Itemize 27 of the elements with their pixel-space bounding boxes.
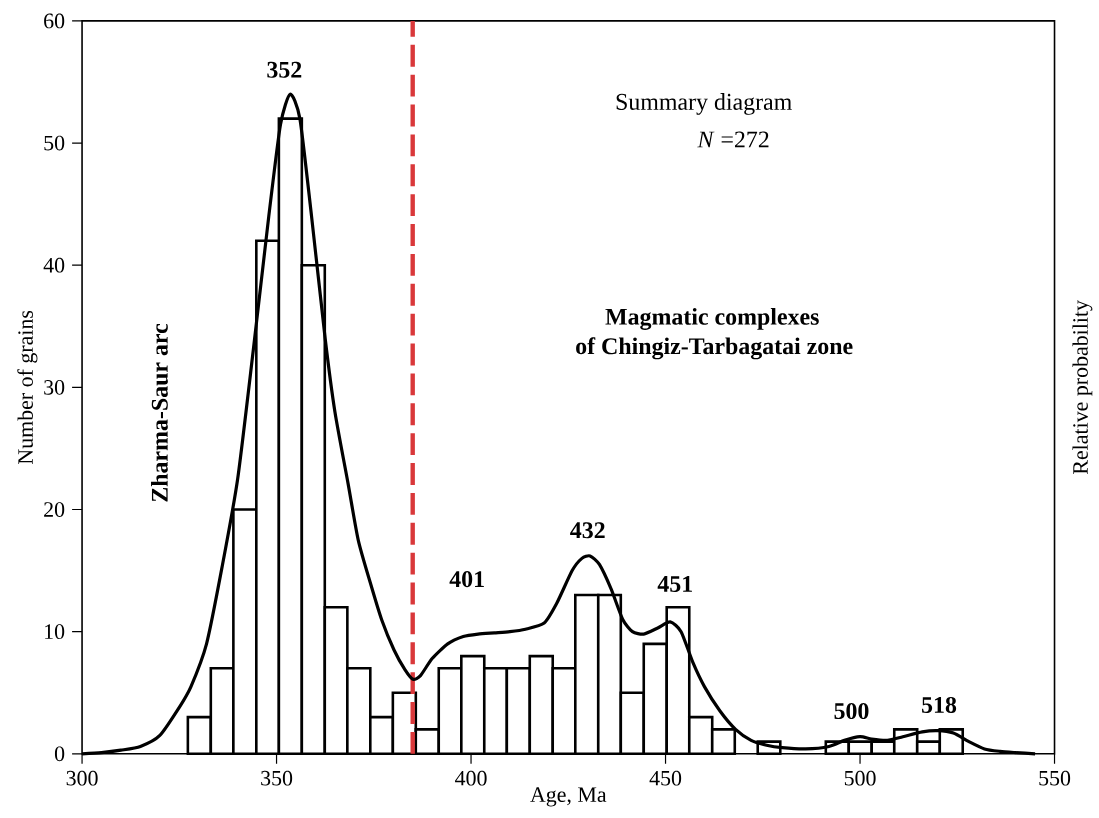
y-axis-title: Number of grains bbox=[17, 311, 38, 465]
y-tick-label: 50 bbox=[44, 135, 65, 151]
y2-axis-title: Relative probability bbox=[1072, 300, 1093, 475]
annotation: 500 bbox=[834, 703, 869, 720]
x-tick-label: 300 bbox=[66, 771, 98, 786]
annotation: 451 bbox=[657, 576, 692, 593]
annotation: N =272 bbox=[697, 131, 769, 148]
y-tick-label: 30 bbox=[44, 380, 65, 395]
y-tick-label: 40 bbox=[43, 258, 65, 273]
y-tick-label: 20 bbox=[44, 502, 65, 518]
x-tick-label: 400 bbox=[455, 771, 487, 786]
annotation: Summary diagram bbox=[616, 93, 792, 116]
y-tick-label: 60 bbox=[44, 13, 65, 29]
annotation: of Chingiz-Tarbagatai zone bbox=[576, 337, 853, 360]
x-tick-label: 550 bbox=[1039, 771, 1071, 786]
y-tick-label: 10 bbox=[45, 624, 65, 640]
x-tick-label: 350 bbox=[261, 771, 293, 786]
x-tick-label: 500 bbox=[844, 771, 876, 786]
annotation: 432 bbox=[570, 522, 605, 539]
annotation: Magmatic complexes bbox=[605, 308, 819, 331]
annotation: 518 bbox=[922, 697, 957, 714]
annotation: 401 bbox=[449, 571, 484, 588]
x-axis-title: Age, Ma bbox=[530, 787, 607, 807]
annotation: 352 bbox=[267, 61, 302, 79]
y-tick-label: 0 bbox=[54, 746, 65, 762]
annotation: Zharma-Saur arc bbox=[151, 324, 168, 502]
x-tick-label: 450 bbox=[649, 771, 682, 786]
